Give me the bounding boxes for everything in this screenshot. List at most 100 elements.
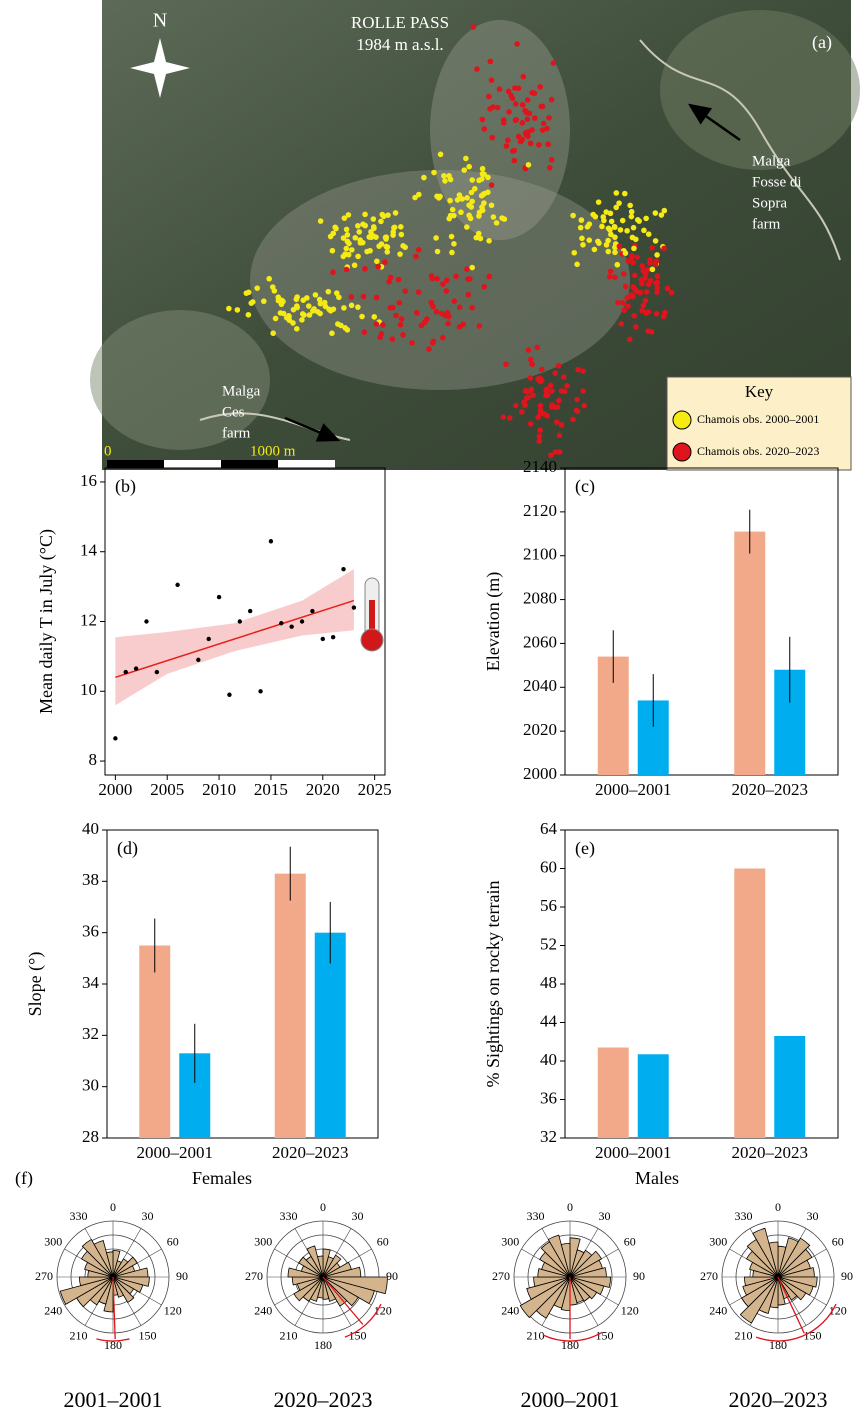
obs-dot: [513, 101, 519, 107]
key-label: Chamois obs. 2000–2001: [697, 412, 819, 426]
north-label: N: [153, 10, 167, 32]
obs-dot: [481, 284, 487, 290]
obs-dot: [561, 374, 567, 380]
obs-dot: [535, 415, 541, 421]
obs-dot: [525, 133, 531, 139]
obs-dot: [575, 367, 581, 373]
obs-dot: [390, 336, 396, 342]
angle-label: 180: [314, 1338, 332, 1352]
obs-dot: [402, 288, 408, 294]
obs-dot: [551, 60, 557, 66]
obs-dot: [549, 388, 555, 394]
obs-dot: [486, 274, 492, 280]
angle-label: 0: [110, 1200, 116, 1214]
obs-dot: [461, 167, 467, 173]
scale-bar: [164, 460, 221, 468]
obs-dot: [541, 411, 547, 417]
x-tick-label: 2015: [254, 780, 288, 799]
obs-dot: [521, 400, 527, 406]
obs-dot: [529, 361, 535, 367]
angle-label: 120: [829, 1303, 847, 1317]
angle-label: 150: [139, 1329, 157, 1343]
obs-dot: [434, 276, 440, 282]
obs-dot: [621, 308, 627, 314]
obs-dot: [570, 213, 576, 219]
obs-dot: [469, 177, 475, 183]
farm-label-line: Malga: [752, 153, 791, 169]
obs-dot: [359, 314, 365, 320]
x-tick-label: 2000: [98, 780, 132, 799]
obs-dot: [625, 295, 631, 301]
obs-dot: [559, 422, 565, 428]
obs-dot: [409, 340, 415, 346]
obs-dot: [654, 289, 660, 295]
thermometer: [361, 629, 383, 651]
obs-dot: [489, 135, 495, 141]
obs-dot: [371, 216, 377, 222]
obs-dot: [442, 178, 448, 184]
obs-dot: [491, 214, 497, 220]
obs-dot: [513, 117, 519, 123]
obs-dot: [376, 243, 382, 249]
y-tick-label: 40: [82, 819, 99, 838]
obs-dot: [530, 392, 536, 398]
obs-dot: [620, 300, 626, 306]
obs-dot: [647, 257, 653, 263]
obs-dot: [652, 210, 658, 216]
obs-dot: [328, 234, 334, 240]
obs-dot: [244, 290, 250, 296]
x-tick-label: 2005: [150, 780, 184, 799]
bar: [774, 1036, 805, 1138]
obs-dot: [489, 77, 495, 83]
obs-dot: [622, 191, 628, 197]
obs-dot: [618, 321, 624, 327]
obs-dot: [585, 224, 591, 230]
obs-dot: [632, 273, 638, 279]
x-tick-label: 2020–2023: [732, 1143, 809, 1162]
obs-dot: [397, 300, 403, 306]
obs-dot: [579, 217, 585, 223]
obs-dot: [526, 162, 532, 168]
obs-dot: [508, 93, 514, 99]
obs-dot: [477, 323, 483, 329]
obs-dot: [346, 212, 352, 218]
y-axis-label: Mean daily T in July (°C): [36, 529, 57, 714]
obs-dot: [480, 166, 486, 172]
y-tick-label: 2140: [523, 457, 557, 476]
obs-dot: [636, 218, 642, 224]
obs-dot: [524, 389, 530, 395]
angle-label: 300: [501, 1234, 519, 1248]
obs-dot: [385, 212, 391, 218]
obs-dot: [661, 246, 667, 252]
obs-dot: [536, 438, 542, 444]
y-tick-label: 8: [89, 750, 98, 769]
scale-bar: [107, 460, 164, 468]
angle-label: 330: [527, 1209, 545, 1223]
y-tick-label: 60: [540, 857, 557, 876]
obs-dot: [528, 421, 534, 427]
obs-dot: [448, 177, 454, 183]
obs-dot: [609, 219, 615, 225]
obs-dot: [393, 313, 399, 319]
obs-dot: [532, 91, 538, 97]
obs-dot: [317, 311, 323, 317]
obs-dot: [654, 252, 660, 258]
angle-label: 240: [709, 1303, 727, 1317]
scale-label: 1000 m: [250, 443, 296, 459]
obs-dot: [441, 173, 447, 179]
obs-dot: [464, 224, 470, 230]
farm-label-line: Fosse di: [752, 174, 802, 190]
obs-dot: [514, 41, 520, 47]
rose-caption: 2020–2023: [274, 1387, 373, 1412]
y-tick-label: 56: [540, 896, 557, 915]
obs-dot: [362, 329, 368, 335]
obs-dot: [390, 305, 396, 311]
obs-dot: [556, 363, 562, 369]
obs-dot: [369, 235, 375, 241]
obs-dot: [574, 397, 580, 403]
obs-dot: [631, 313, 637, 319]
scale-bar: [278, 460, 335, 468]
obs-dot: [653, 280, 659, 286]
angle-label: 120: [164, 1303, 182, 1317]
obs-dot: [261, 298, 267, 304]
